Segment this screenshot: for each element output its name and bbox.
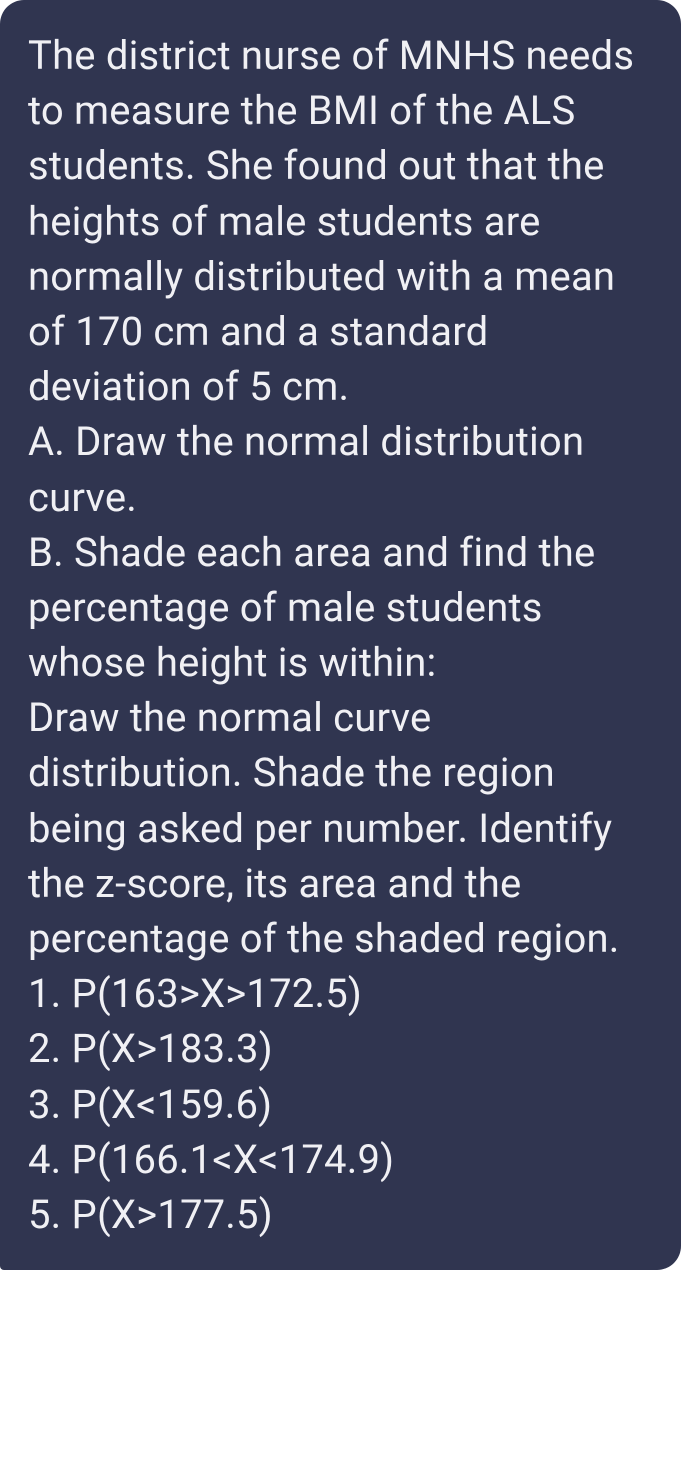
instructions: Draw the normal curve distribution. Shad… — [28, 690, 653, 966]
list-item: 1. P(163>X>172.5) — [28, 966, 653, 1021]
part-b: B. Shade each area and find the percenta… — [28, 525, 653, 691]
list-item: 4. P(166.1<X<174.9) — [28, 1132, 653, 1187]
problem-intro: The district nurse of MNHS needs to meas… — [28, 28, 653, 414]
message-bubble: The district nurse of MNHS needs to meas… — [0, 0, 681, 1270]
part-a: A. Draw the normal distribution curve. — [28, 414, 653, 524]
list-item: 3. P(X<159.6) — [28, 1077, 653, 1132]
list-item: 2. P(X>183.3) — [28, 1021, 653, 1076]
list-item: 5. P(X>177.5) — [28, 1187, 653, 1242]
